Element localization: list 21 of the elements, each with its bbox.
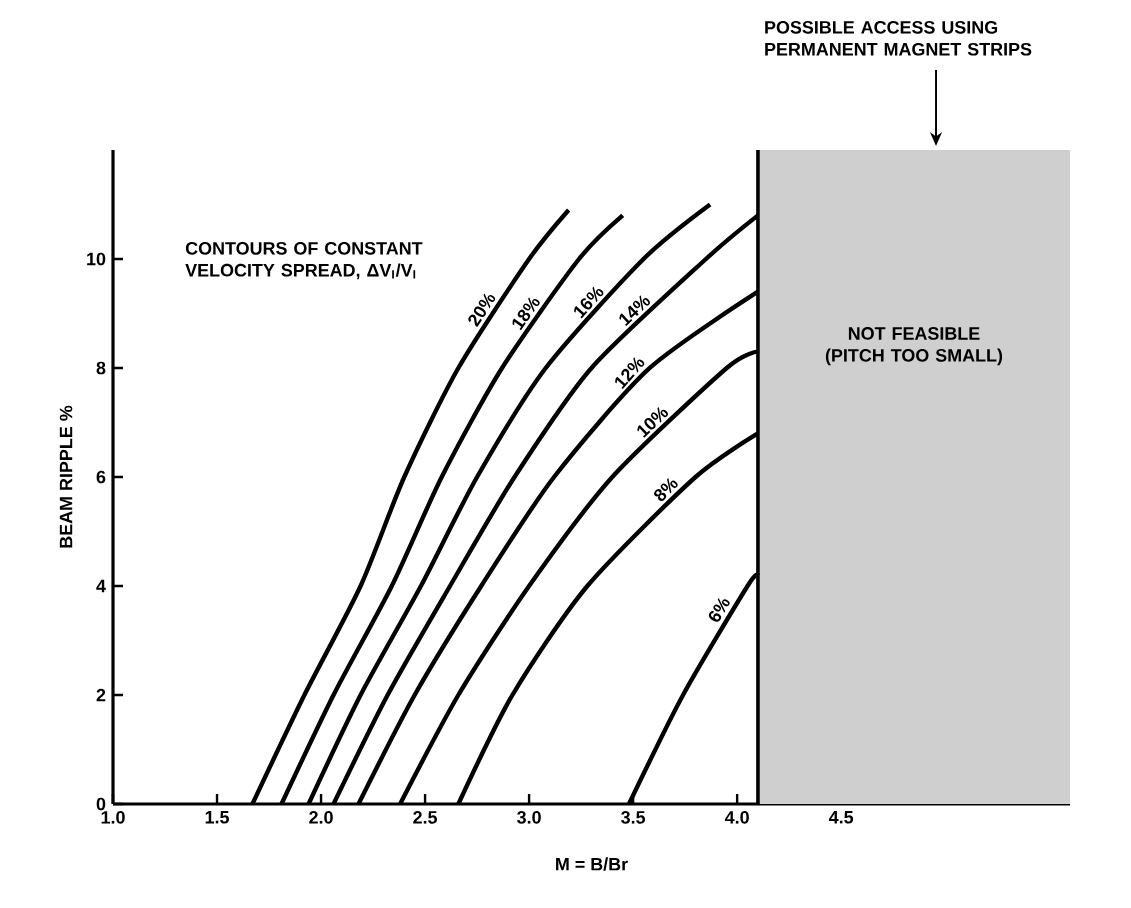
x-tick-label: 3.0	[517, 811, 541, 824]
y-tick-label: 8	[96, 361, 106, 375]
x-tick-label: 1.5	[205, 811, 229, 824]
text: POSSIBLE ACCESS USING PERMANENT MAGNET STRIPS	[765, 20, 1032, 56]
y-axis-title: BEAM RIPPLE %	[59, 405, 73, 548]
y-tick-label: 0	[96, 797, 106, 811]
x-tick-label: 2.5	[413, 811, 438, 824]
x-tick-label: 4.0	[724, 811, 749, 824]
y-tick-label: 2	[96, 688, 106, 702]
y-tick-label: 10	[87, 252, 106, 266]
x-tick-label: 4.5	[828, 811, 854, 824]
band-label: NOT FEASIBLE (PITCH TOO SMALL)	[825, 327, 1003, 366]
x-tick-label: 1.0	[101, 811, 125, 824]
annotation: CONTOURS OF CONSTANT VELOCITY SPREAD, ΔV$_{I}$/V$_{I}$	[185, 241, 423, 280]
text: 6%	[708, 598, 730, 622]
text: 8%	[654, 477, 678, 502]
y-tick-label: 6	[96, 470, 106, 484]
y-tick-label: 4	[96, 579, 106, 593]
x-tick-label: 2.0	[309, 811, 333, 824]
x-axis-title: M = B/Br	[556, 857, 628, 871]
x-tick-label: 3.5	[621, 811, 646, 824]
